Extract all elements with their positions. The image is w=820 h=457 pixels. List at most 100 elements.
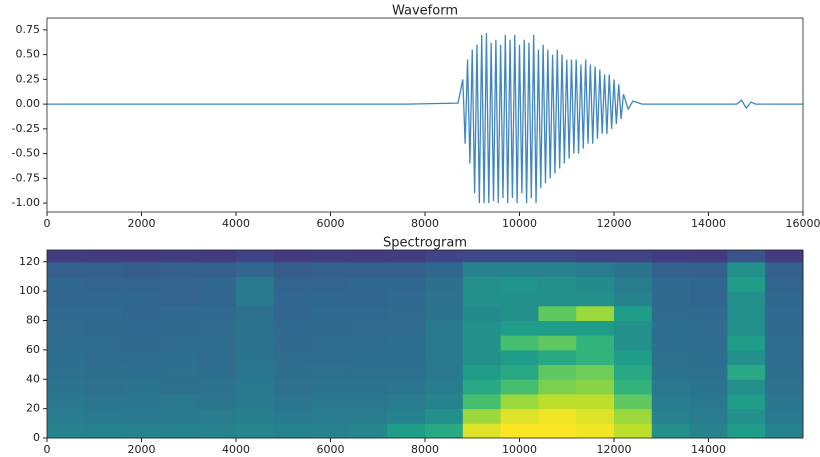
spectrogram-cell <box>160 250 199 263</box>
x-tick-label: 14000 <box>691 217 726 230</box>
spectrogram-cell <box>500 305 539 321</box>
spectrogram-cell <box>349 364 388 380</box>
spectrogram-cell <box>311 349 350 366</box>
x-tick-label: 6000 <box>317 443 345 456</box>
spectrogram-cell <box>576 349 615 366</box>
y-tick-label: 0.75 <box>16 23 41 36</box>
spectrogram-cell <box>84 349 124 366</box>
spectrogram-cell <box>462 364 502 380</box>
spectrogram-cell <box>689 408 728 424</box>
spectrogram-cell <box>689 379 728 395</box>
spectrogram-cell <box>462 320 502 336</box>
spectrogram-cell <box>500 261 539 277</box>
spectrogram-cell <box>462 408 502 424</box>
spectrogram-cell <box>349 276 388 292</box>
spectrogram-cell <box>538 276 577 292</box>
spectrogram-cell <box>160 305 199 321</box>
spectrogram-cell <box>349 393 388 410</box>
spectrogram-cell <box>311 335 350 351</box>
spectrogram-cell <box>651 423 691 439</box>
spectrogram-cell <box>273 423 313 439</box>
spectrogram-cell <box>651 349 691 366</box>
spectrogram-cell <box>311 305 350 321</box>
spectrogram-cell <box>651 276 691 292</box>
spectrogram-cell <box>84 393 124 410</box>
spectrogram-cell <box>122 379 161 395</box>
spectrogram-cell <box>160 393 199 410</box>
spectrogram-cell <box>122 364 161 380</box>
spectrogram-cell <box>349 335 388 351</box>
spectrogram-cell <box>198 320 237 336</box>
spectrogram-cell <box>576 291 615 307</box>
spectrogram-cell <box>387 250 426 263</box>
spectrogram-cell <box>387 335 426 351</box>
spectrogram-cell <box>236 349 275 366</box>
spectrogram-cell <box>614 261 653 277</box>
spectrogram-cell <box>462 349 502 366</box>
spectrogram-cell <box>311 261 350 277</box>
spectrogram-cell <box>651 393 691 410</box>
spectrogram-cell <box>425 393 464 410</box>
spectrogram-cell <box>236 408 275 424</box>
spectrogram-cell <box>651 320 691 336</box>
spectrogram-cell <box>273 379 313 395</box>
spectrogram-cell <box>689 364 728 380</box>
spectrogram-cell <box>349 423 388 439</box>
spectrogram-cell <box>425 276 464 292</box>
spectrogram-cell <box>349 349 388 366</box>
spectrogram-cell <box>273 408 313 424</box>
spectrogram-cell <box>651 364 691 380</box>
spectrogram-cell <box>198 305 237 321</box>
spectrogram-cell <box>651 250 691 263</box>
spectrogram-cell <box>425 423 464 439</box>
spectrogram-cell <box>236 261 275 277</box>
spectrogram-cell <box>538 379 577 395</box>
y-tick-label: -1.00 <box>12 196 40 209</box>
x-tick-label: 2000 <box>128 217 156 230</box>
spectrogram-cell <box>765 291 804 307</box>
spectrogram-cell <box>160 364 199 380</box>
spectrogram-cell <box>651 379 691 395</box>
spectrogram-cell <box>500 423 539 439</box>
spectrogram-cell <box>122 335 161 351</box>
spectrogram-cell <box>727 408 766 424</box>
spectrogram-cell <box>462 379 502 395</box>
spectrogram-cell <box>727 320 766 336</box>
spectrogram-cell <box>651 291 691 307</box>
spectrogram-cell <box>311 291 350 307</box>
y-tick-label: 0.00 <box>16 97 41 110</box>
spectrogram-cell <box>425 250 464 263</box>
spectrogram-cell <box>84 379 124 395</box>
x-tick-label: 10000 <box>502 217 537 230</box>
spectrogram-cell <box>273 349 313 366</box>
spectrogram-cell <box>689 276 728 292</box>
spectrogram-cell <box>122 423 161 439</box>
spectrogram-cell <box>689 261 728 277</box>
spectrogram-cell <box>311 250 350 263</box>
spectrogram-cell <box>651 261 691 277</box>
spectrogram-cell <box>47 305 86 321</box>
spectrogram-cell <box>84 320 124 336</box>
spectrogram-cell <box>576 250 615 263</box>
waveform-line <box>47 32 803 204</box>
y-tick-label: 20 <box>26 402 40 415</box>
spectrogram-cell <box>84 305 124 321</box>
spectrogram-cell <box>576 393 615 410</box>
spectrogram-cell <box>160 379 199 395</box>
spectrogram-cell <box>387 393 426 410</box>
spectrogram-cell <box>576 364 615 380</box>
spectrogram-cell <box>387 305 426 321</box>
y-tick-label: 60 <box>26 343 40 356</box>
spectrogram-cell <box>614 393 653 410</box>
spectrogram-cell <box>727 335 766 351</box>
spectrogram-cell <box>236 423 275 439</box>
spectrogram-cell <box>387 364 426 380</box>
spectrogram-cell <box>387 349 426 366</box>
spectrogram-cell <box>765 393 804 410</box>
spectrogram-cell <box>765 408 804 424</box>
y-tick-label: 80 <box>26 314 40 327</box>
spectrogram-cell <box>614 364 653 380</box>
spectrogram-cell <box>84 335 124 351</box>
spectrogram-cell <box>236 364 275 380</box>
spectrogram-cell <box>311 423 350 439</box>
